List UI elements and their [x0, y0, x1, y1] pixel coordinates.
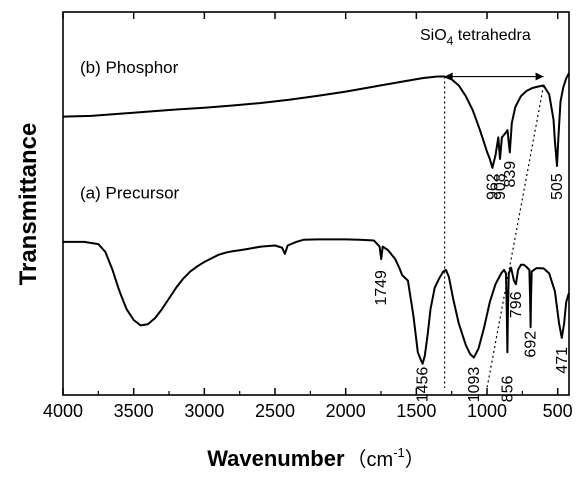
- peak-label: 908: [492, 173, 509, 200]
- guide-line: [486, 85, 545, 389]
- annotation-text: SiO4 tetrahedra: [420, 27, 531, 48]
- annotation-text-rest: tetrahedra: [453, 27, 530, 44]
- peak-label: 1749: [373, 270, 390, 306]
- x-tick-label: 2500: [255, 401, 295, 421]
- peak-label: 1093: [466, 367, 483, 403]
- x-axis: 4000 3500 3000 2500 2000 1500 1000 500: [43, 12, 573, 421]
- peak-label: 839: [502, 161, 519, 188]
- peak-label: 962: [484, 173, 501, 200]
- series-layer: [62, 72, 570, 365]
- x-tick-label: 1000: [467, 401, 507, 421]
- series-labels: (b) Phosphor (a) Precursor: [80, 58, 180, 202]
- x-axis-title: Wavenumber （cm-1）: [207, 445, 425, 471]
- x-axis-title-unit: （cm: [347, 448, 394, 471]
- peak-label: 692: [523, 331, 540, 358]
- series-line-0: [62, 72, 570, 169]
- plot-frame: [62, 11, 570, 396]
- x-axis-title-word: Wavenumber: [207, 446, 345, 471]
- peak-label: 1456: [415, 367, 432, 403]
- x-tick-label: 3500: [114, 401, 154, 421]
- series-label: (b) Phosphor: [80, 58, 179, 77]
- x-tick-label: 1500: [396, 401, 436, 421]
- x-tick-label: 4000: [43, 401, 83, 421]
- x-tick-label: 3000: [184, 401, 224, 421]
- x-tick-label: 500: [543, 401, 573, 421]
- series-label: (a) Precursor: [80, 183, 180, 202]
- x-tick-label: 2000: [326, 401, 366, 421]
- x-axis-title-unit-close: ）: [405, 448, 425, 471]
- annotation-text-main: SiO: [420, 27, 447, 44]
- peak-label: 796: [508, 291, 525, 318]
- y-axis-title: Transmittance: [15, 123, 42, 286]
- annotation-text-sub: 4: [447, 34, 454, 48]
- peak-label: 505: [549, 173, 566, 200]
- range-arrowhead-right: [535, 72, 544, 81]
- series-line-1: [63, 238, 570, 365]
- peak-label: 856: [499, 376, 516, 403]
- x-axis-title-unit-exp: -1: [393, 445, 405, 460]
- peak-label: 471: [554, 347, 571, 374]
